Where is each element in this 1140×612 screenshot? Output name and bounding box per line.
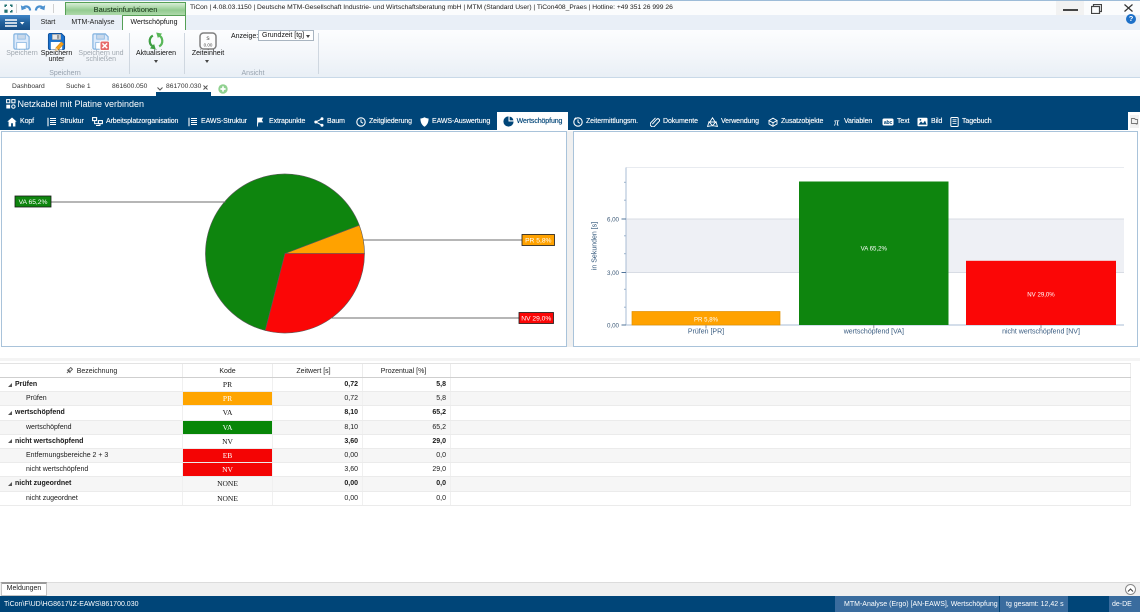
svg-text:s: s (206, 35, 210, 42)
svg-text:6,00: 6,00 (607, 217, 620, 224)
svg-text:π: π (834, 117, 840, 127)
svg-text:VA 65,2%: VA 65,2% (19, 199, 48, 206)
svg-text:NV 29,0%: NV 29,0% (521, 316, 551, 323)
svg-text:NV 29,0%: NV 29,0% (1027, 292, 1055, 299)
svg-text:3,00: 3,00 (607, 270, 620, 277)
svg-text:0.00: 0.00 (204, 43, 213, 48)
svg-text:0,00: 0,00 (607, 323, 620, 330)
svg-text:abc: abc (884, 119, 893, 125)
svg-text:wertschöpfend [VA]: wertschöpfend [VA] (843, 329, 904, 336)
svg-text:VA 65,2%: VA 65,2% (861, 246, 888, 253)
svg-text:PR 5,8%: PR 5,8% (525, 238, 551, 245)
svg-text:PR 5,8%: PR 5,8% (694, 316, 719, 323)
svg-text:Prüfen [PR]: Prüfen [PR] (688, 329, 724, 336)
svg-text:in Sekunden [s]: in Sekunden [s] (592, 222, 599, 270)
svg-text:nicht wertschöpfend [NV]: nicht wertschöpfend [NV] (1002, 329, 1080, 336)
